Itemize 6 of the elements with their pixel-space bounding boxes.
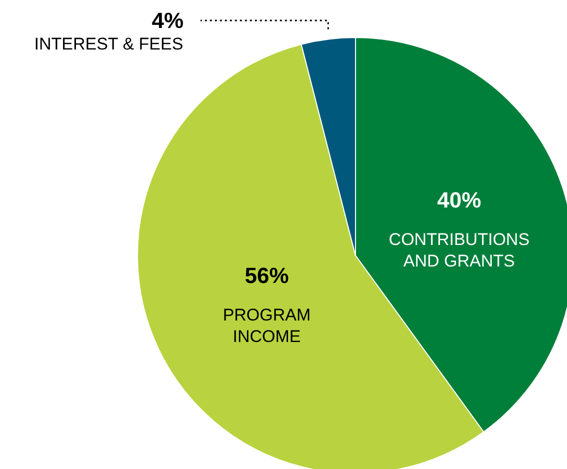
data-label: 56% [244, 262, 289, 288]
slice-label: PROGRAM INCOME [222, 305, 311, 346]
slice-label: INTEREST & FEES [34, 34, 184, 54]
slice-label: CONTRIBUTIONS AND GRANTS [388, 230, 530, 271]
data-label: 4% [152, 8, 184, 33]
data-label: 40% [437, 187, 482, 212]
